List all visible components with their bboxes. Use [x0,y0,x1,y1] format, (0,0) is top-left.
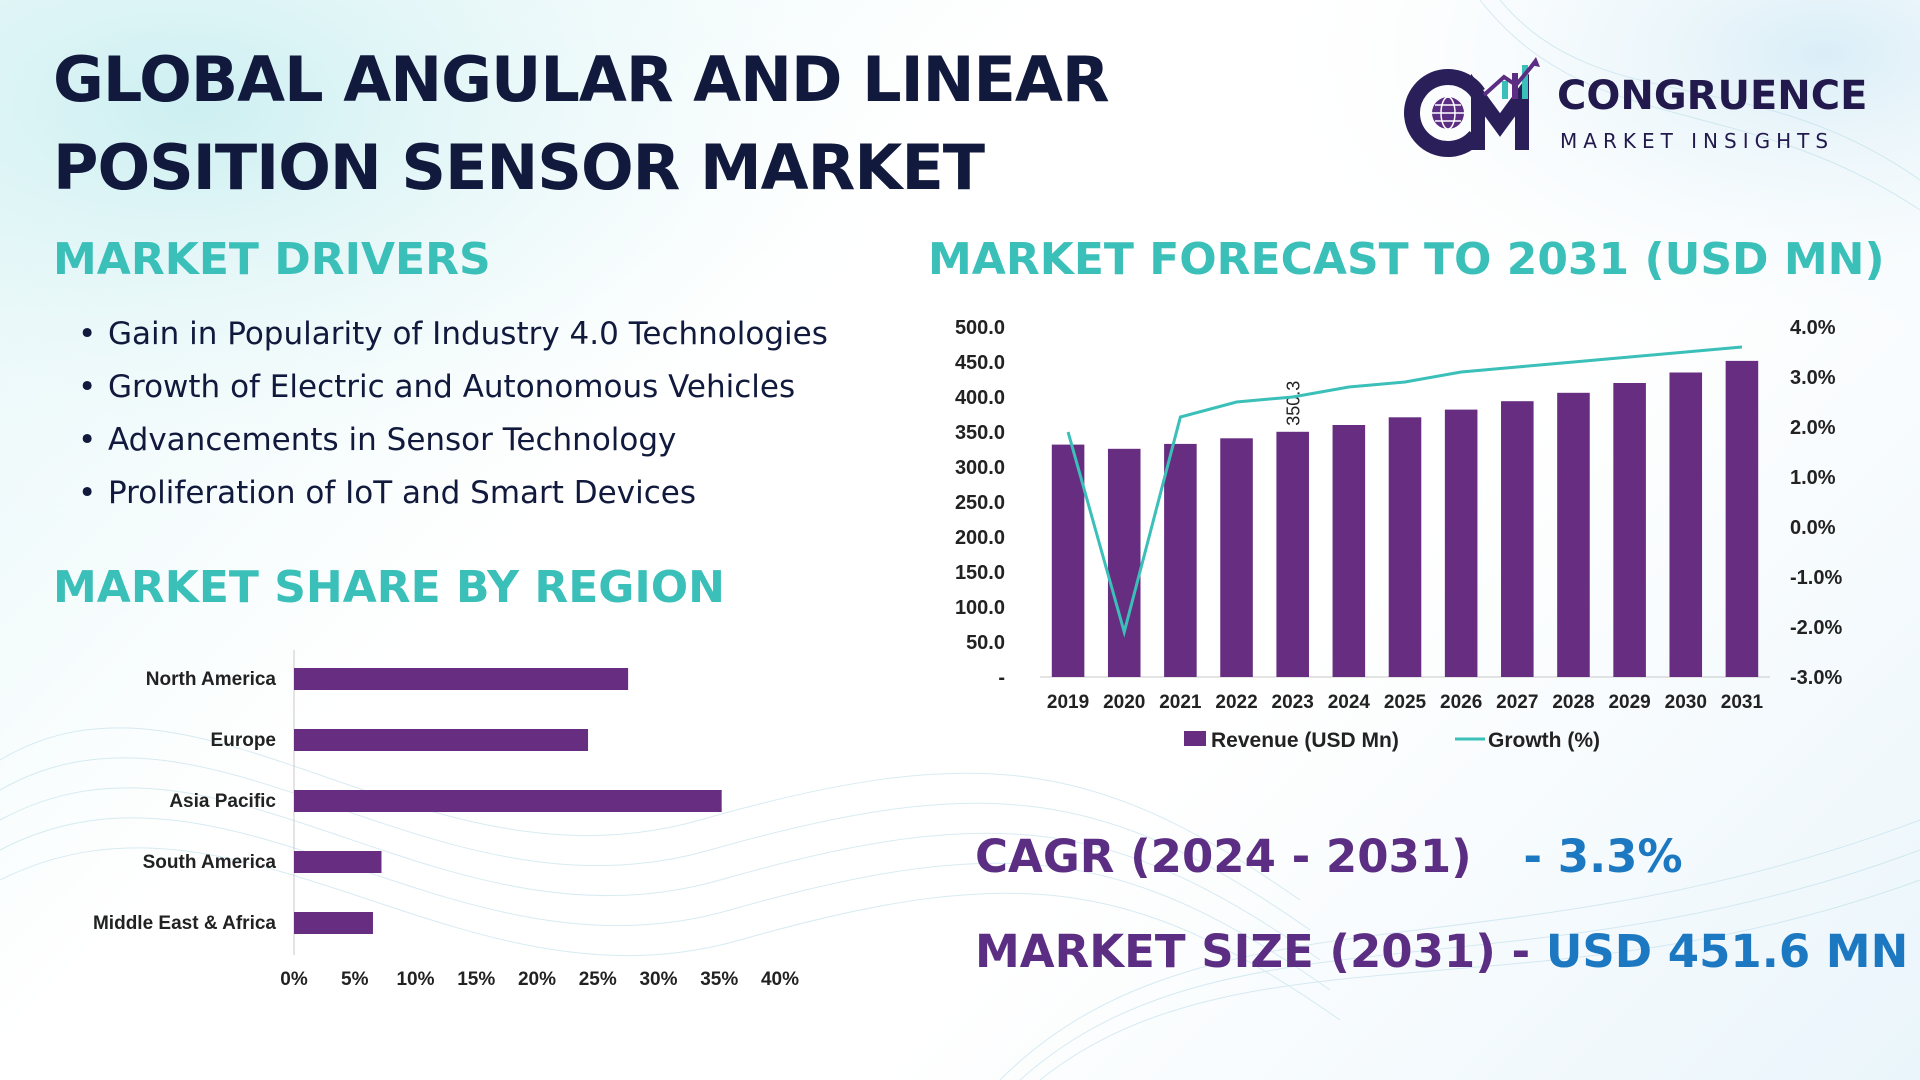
market-size-label: MARKET SIZE (2031) [975,925,1496,978]
x-tick-label: 5% [341,969,369,990]
left-y-tick-label: - [998,667,1005,689]
revenue-bar [1501,401,1534,677]
region-label: Asia Pacific [169,791,276,812]
revenue-bar [1444,409,1478,677]
legend-label-growth: Growth (%) [1488,729,1600,752]
cm-logo-icon [1404,57,1540,157]
region-label: South America [143,852,277,873]
x-tick-label: 40% [761,969,799,990]
page-title: GLOBAL ANGULAR AND LINEAR POSITION SENSO… [53,36,1153,212]
region-bar [294,668,629,690]
left-y-tick-label: 250.0 [955,492,1005,514]
x-tick-label: 2023 [1272,692,1314,713]
revenue-bar [1669,372,1703,677]
revenue-bar [1051,444,1085,677]
market-size-stat: MARKET SIZE (2031) - USD 451.6 MN [975,925,1908,978]
cagr-value: 3.3% [1557,830,1683,883]
region-bar [294,790,722,812]
revenue-bar [1220,438,1253,677]
revenue-bar [1613,383,1646,677]
right-y-tick-label: 1.0% [1790,467,1836,489]
title-line-2: POSITION SENSOR MARKET [53,131,985,204]
x-tick-label: 2026 [1440,692,1482,713]
left-y-tick-label: 100.0 [955,597,1005,619]
company-logo: CONGRUENCE MARKET INSIGHTS [1400,55,1870,165]
region-label: Europe [211,730,276,751]
right-y-tick-label: -2.0% [1790,617,1842,639]
cagr-separator: - [1523,830,1543,883]
x-tick-label: 2027 [1496,692,1538,713]
driver-item: Gain in Popularity of Industry 4.0 Techn… [78,308,828,361]
revenue-bar [1388,417,1422,677]
x-tick-label: 2019 [1047,692,1089,713]
x-tick-label: 2030 [1665,692,1707,713]
right-y-tick-label: 4.0% [1790,317,1836,339]
revenue-bar [1332,425,1366,677]
region-share-chart: North America Europe Asia Pacific South Ame… [93,650,799,990]
x-tick-label: 2031 [1721,692,1764,713]
bar-data-label: 350.3 [1284,381,1304,426]
x-tick-label: 10% [396,969,434,990]
region-label: North America [146,669,277,690]
revenue-bar [1164,443,1197,677]
logo-brand-name: CONGRUENCE [1557,73,1868,119]
left-y-tick-label: 400.0 [955,387,1005,409]
x-tick-label: 20% [518,969,556,990]
x-tick-label: 2021 [1159,692,1202,713]
revenue-bar [1725,360,1759,677]
region-bar [294,851,382,873]
left-y-tick-label: 350.0 [955,422,1005,444]
market-size-separator: - [1511,925,1531,978]
region-bar [294,912,373,934]
left-y-tick-label: 300.0 [955,457,1005,479]
left-y-tick-label: 500.0 [955,317,1005,339]
x-tick-label: 35% [700,969,738,990]
drivers-list: Gain in Popularity of Industry 4.0 Techn… [78,308,828,520]
right-y-tick-label: 0.0% [1790,517,1836,539]
x-tick-label: 2020 [1103,692,1145,713]
right-y-tick-label: -3.0% [1790,667,1842,689]
title-line-1: GLOBAL ANGULAR AND LINEAR [53,43,1110,116]
x-tick-label: 2025 [1384,692,1427,713]
revenue-bar [1107,448,1141,677]
right-y-tick-label: 2.0% [1790,417,1836,439]
revenue-bar [1557,392,1590,677]
x-tick-label: 25% [579,969,617,990]
forecast-heading: MARKET FORECAST TO 2031 (USD MN) [928,234,1885,285]
x-tick-label: 2028 [1552,692,1594,713]
cagr-label: CAGR (2024 - 2031) [975,830,1472,883]
left-y-tick-label: 150.0 [955,562,1005,584]
cagr-stat: CAGR (2024 - 2031) - 3.3% [975,830,1683,883]
left-y-tick-label: 50.0 [966,632,1005,654]
driver-item: Advancements in Sensor Technology [78,414,828,467]
x-tick-label: 0% [280,969,308,990]
x-tick-label: 30% [639,969,677,990]
right-y-tick-label: 3.0% [1790,367,1836,389]
region-bar [294,729,589,751]
legend-swatch-revenue [1184,731,1206,746]
left-y-tick-label: 450.0 [955,352,1005,374]
x-tick-label: 15% [457,969,495,990]
left-y-tick-label: 200.0 [955,527,1005,549]
right-y-tick-label: -1.0% [1790,567,1842,589]
x-tick-label: 2024 [1328,692,1371,713]
driver-item: Growth of Electric and Autonomous Vehicl… [78,361,828,414]
region-share-heading: MARKET SHARE BY REGION [53,562,725,613]
x-tick-label: 2022 [1215,692,1257,713]
x-tick-label: 2029 [1608,692,1650,713]
drivers-heading: MARKET DRIVERS [53,234,491,285]
forecast-chart: - 50.0 100.0 150.0 200.0 250.0 300.0 350.0 400.0… [955,317,1843,752]
market-size-value: USD 451.6 MN [1545,925,1909,978]
driver-item: Proliferation of IoT and Smart Devices [78,467,828,520]
revenue-bar [1276,431,1309,677]
legend-label-revenue: Revenue (USD Mn) [1211,729,1399,752]
region-label: Middle East & Africa [93,913,276,934]
logo-tagline: MARKET INSIGHTS [1560,129,1835,153]
